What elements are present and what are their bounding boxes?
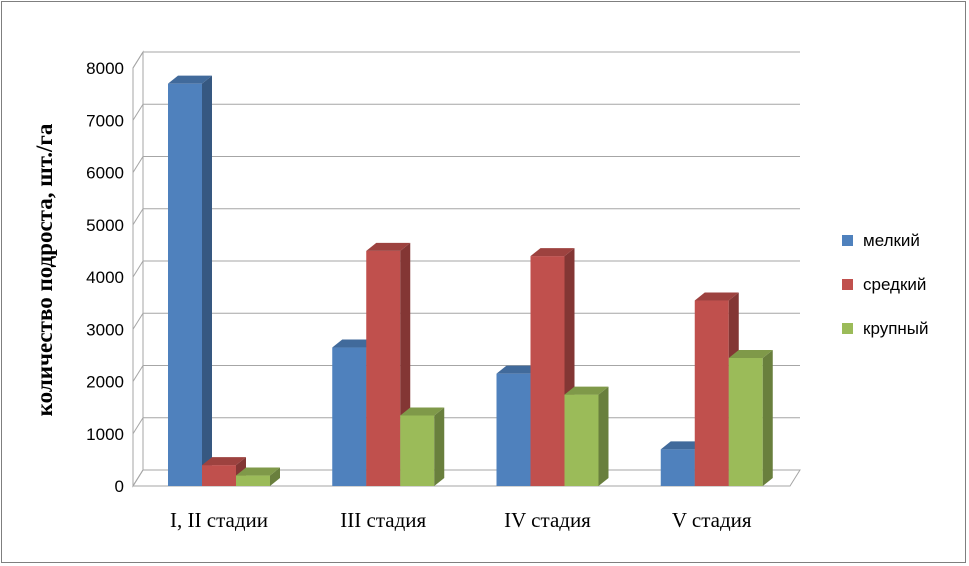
bar-top (530, 248, 575, 257)
bar-2-3 (728, 349, 773, 486)
bar-front (168, 83, 202, 487)
y-tick-label: 5000 (86, 216, 124, 235)
bar-top (728, 349, 773, 358)
y-tick-label: 8000 (86, 59, 124, 78)
x-tick-label: I, II стадии (170, 508, 268, 532)
bar-front (332, 347, 367, 486)
gridline-depth (132, 312, 144, 330)
bar-1-3 (694, 292, 739, 486)
x-tick-label: III стадия (340, 508, 426, 532)
y-tick-label: 1000 (86, 425, 124, 444)
y-tick-label: 6000 (86, 164, 124, 183)
bar-2-1 (400, 407, 445, 486)
bar-side (202, 75, 212, 487)
bar-front (366, 250, 401, 486)
bar-front (530, 256, 565, 486)
bar-top (168, 75, 212, 84)
gridline-depth (132, 208, 144, 226)
gridlines (132, 51, 800, 487)
bar-front (400, 415, 435, 486)
x-tick-label: V стадия (672, 508, 752, 532)
bar-side (270, 467, 280, 486)
gridline-depth (132, 156, 144, 173)
bar-front (694, 300, 729, 486)
legend-swatch (842, 279, 853, 290)
bar-front (236, 475, 270, 486)
bar-2-2 (564, 386, 609, 486)
bar-top (332, 339, 377, 348)
bar-front (564, 394, 599, 486)
x-tick-label: IV стадия (504, 508, 591, 532)
legend-swatch (842, 323, 853, 334)
legend-entry: средкий (863, 275, 926, 294)
x-tick-labels: I, II стадии III стадия IV стадия V стадия (170, 508, 752, 532)
gridline-depth (132, 103, 144, 121)
legend: мелкий средкий крупный (842, 231, 929, 338)
bar-top (564, 386, 609, 395)
bar-side (434, 407, 445, 486)
y-axis-label: количество подроста, шт./га (32, 123, 57, 416)
y-tick-label: 0 (115, 477, 124, 496)
bar-top (694, 292, 739, 301)
bar-top (496, 365, 541, 374)
bar-top (400, 407, 445, 416)
bar-0-0 (168, 75, 212, 487)
bar-top (202, 457, 246, 466)
legend-swatch (842, 235, 853, 246)
bar-top (236, 467, 280, 476)
bar-front (202, 465, 236, 486)
bar-side (598, 386, 609, 486)
y-tick-labels: 0 1000 2000 3000 4000 5000 6000 7000 8000 (86, 59, 124, 496)
gridline-depth (132, 51, 144, 69)
y-tick-label: 7000 (86, 111, 124, 130)
bar-front (496, 373, 531, 486)
bars (168, 75, 773, 487)
y-tick-label: 3000 (86, 320, 124, 339)
bar-top (366, 242, 411, 251)
gridline-depth (132, 469, 144, 487)
bar-front (728, 357, 763, 486)
bar-2-0 (236, 467, 280, 486)
y-tick-label: 4000 (86, 268, 124, 287)
gridline-depth (132, 365, 144, 382)
legend-entry: крупный (863, 319, 929, 338)
bar-top (660, 441, 705, 450)
legend-entry: мелкий (863, 231, 920, 250)
gridline-depth (132, 260, 144, 278)
y-tick-label: 2000 (86, 373, 124, 392)
bar-side (762, 349, 773, 486)
bar-front (660, 449, 695, 486)
gridline-depth (132, 417, 144, 435)
